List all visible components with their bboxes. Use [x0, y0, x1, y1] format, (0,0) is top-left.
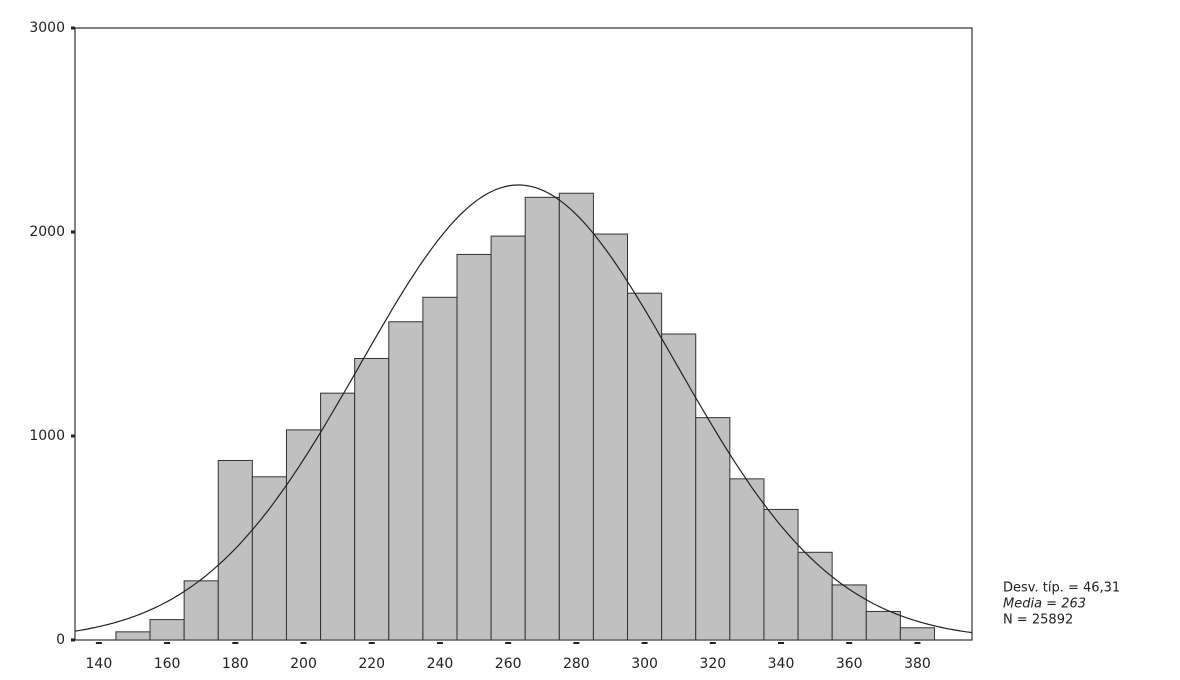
bar [217, 459, 253, 641]
y-tick-label: 2000 [29, 224, 65, 240]
y-tick-label: 0 [56, 632, 65, 648]
bar [115, 631, 151, 641]
bar [558, 192, 594, 641]
bar [320, 392, 356, 641]
x-tick-label: 320 [699, 656, 726, 672]
normal-curve [74, 184, 973, 634]
bar [285, 429, 322, 641]
x-tick-label: 200 [290, 656, 317, 672]
bar [627, 292, 663, 641]
stat-label: N = 25892 [1003, 613, 1073, 628]
bar [183, 580, 219, 641]
bar [388, 321, 424, 641]
bar [251, 476, 287, 641]
x-tick-label: 160 [154, 656, 181, 672]
y-tick-label: 1000 [29, 428, 65, 444]
x-tick-label: 180 [222, 656, 249, 672]
bar [524, 196, 560, 641]
stat-label: Media = 263 [1003, 597, 1086, 612]
x-tick-label: 300 [631, 656, 658, 672]
bar [149, 619, 185, 641]
bar [865, 610, 901, 641]
bar [763, 508, 799, 641]
x-tick-label: 260 [495, 656, 522, 672]
x-tick-label: 240 [427, 656, 454, 672]
bar [490, 235, 526, 641]
x-tick-label: 280 [563, 656, 590, 672]
x-tick-label: 340 [768, 656, 795, 672]
bar [797, 551, 833, 641]
bar [354, 357, 390, 641]
bar [592, 233, 629, 641]
bar [899, 627, 935, 641]
x-tick-label: 360 [836, 656, 863, 672]
bar [729, 478, 765, 641]
x-tick-label: 380 [904, 656, 931, 672]
x-tick-label: 140 [86, 656, 113, 672]
bar [831, 584, 867, 641]
bar [422, 296, 458, 641]
stat-label: Desv. típ. = 46,31 [1003, 581, 1120, 596]
bar [456, 253, 492, 641]
y-tick-label: 3000 [29, 20, 65, 36]
bar [695, 417, 731, 641]
bar [661, 333, 697, 641]
x-tick-label: 220 [358, 656, 385, 672]
